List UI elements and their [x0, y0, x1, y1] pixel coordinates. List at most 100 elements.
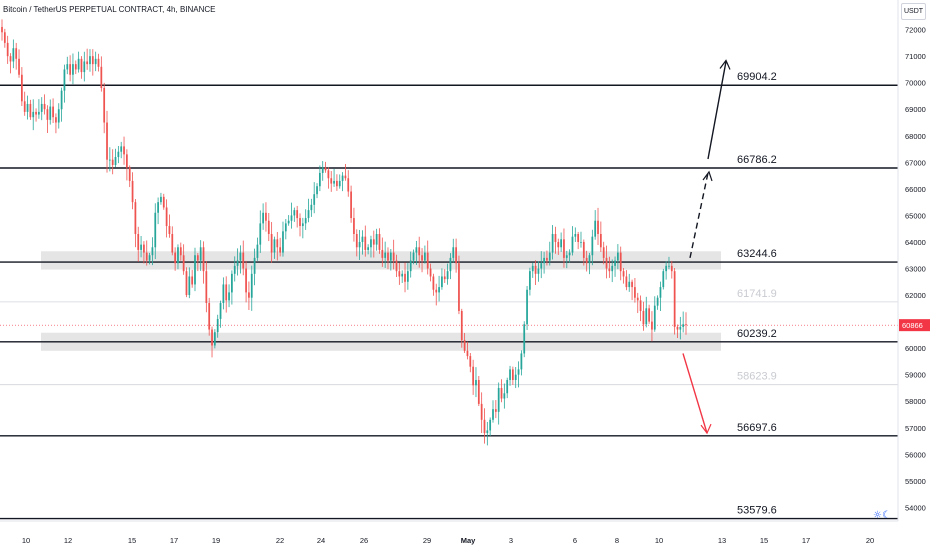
- y-tick-label: 66000: [905, 185, 926, 194]
- candle-body: [466, 350, 469, 357]
- candle-body: [231, 273, 233, 293]
- candle-body: [636, 297, 639, 301]
- candle-body: [546, 257, 548, 261]
- candle-body: [540, 263, 543, 269]
- candle-body: [313, 194, 316, 205]
- candle-body: [205, 271, 208, 304]
- candle-body: [421, 255, 423, 261]
- candle-body: [534, 265, 537, 274]
- candle-body: [80, 58, 83, 73]
- candle-body: [628, 281, 631, 288]
- x-tick-label: 13: [718, 536, 726, 545]
- candle-body: [531, 265, 534, 272]
- candle-body: [551, 234, 554, 253]
- candle-body: [29, 103, 32, 118]
- candle-body: [594, 220, 597, 237]
- candle-body: [526, 289, 528, 325]
- candle-body: [577, 234, 580, 242]
- candle-body: [117, 151, 120, 158]
- candle-body: [523, 324, 526, 354]
- moon-icon[interactable]: ☼☾: [873, 510, 891, 521]
- y-tick-label: 69000: [905, 105, 926, 114]
- candle-body: [353, 218, 355, 235]
- candle-body: [270, 234, 273, 253]
- candle-body: [143, 244, 145, 253]
- candle-body: [137, 234, 140, 250]
- candle-body: [568, 252, 571, 256]
- candle-body: [472, 366, 475, 386]
- candle-body: [497, 387, 500, 412]
- candle-body: [273, 239, 276, 253]
- candle-body: [480, 403, 483, 420]
- arrow-head-up: [719, 59, 731, 70]
- x-tick-label: 12: [64, 536, 72, 545]
- candle-body: [404, 273, 406, 282]
- candle-body: [307, 210, 310, 219]
- y-tick-label: 65000: [905, 211, 926, 220]
- candle-body: [401, 273, 404, 277]
- y-tick-label: 67000: [905, 158, 926, 167]
- x-tick-label: 3: [509, 536, 513, 545]
- candle-body: [446, 271, 449, 280]
- candles-layer: [1, 19, 687, 446]
- currency-button[interactable]: USDT: [901, 3, 926, 20]
- candle-body: [617, 252, 619, 261]
- x-tick-label: 22: [276, 536, 284, 545]
- candle-body: [145, 252, 148, 261]
- candle-body: [477, 379, 480, 404]
- candle-body: [656, 297, 659, 306]
- candle-body: [265, 212, 267, 221]
- candle-body: [392, 252, 395, 261]
- candle-body: [284, 223, 287, 232]
- candle-body: [233, 265, 236, 274]
- candle-body: [602, 247, 605, 258]
- candle-body: [216, 318, 219, 333]
- x-tick-label: 26: [360, 536, 368, 545]
- candle-body: [452, 247, 455, 258]
- candle-body: [211, 329, 213, 346]
- candle-body: [20, 74, 23, 102]
- solid-up-projection: [707, 61, 727, 160]
- candle-body: [406, 271, 409, 282]
- level-label: 69904.2: [737, 71, 777, 83]
- candle-body: [245, 268, 247, 293]
- candle-body: [330, 178, 333, 184]
- candle-body: [293, 210, 296, 216]
- candle-body: [259, 223, 262, 245]
- candle-body: [588, 255, 591, 264]
- candle-body: [46, 109, 49, 120]
- candle-body: [318, 172, 321, 187]
- candle-body: [219, 303, 222, 319]
- arrow-head-up-dashed: [702, 170, 713, 182]
- candle-body: [347, 178, 350, 192]
- y-tick-label: 54000: [905, 503, 926, 512]
- candle-body: [1, 26, 3, 33]
- candle-body: [429, 268, 432, 277]
- candle-body: [316, 186, 318, 195]
- x-tick-label: 19: [212, 536, 220, 545]
- candle-body: [177, 247, 179, 264]
- candle-body: [333, 180, 335, 184]
- candle-body: [344, 175, 347, 179]
- candle-body: [435, 289, 438, 293]
- candle-body: [355, 234, 358, 248]
- candle-body: [614, 260, 616, 266]
- candle-body: [194, 255, 196, 285]
- candle-body: [9, 56, 12, 62]
- y-tick-label: 58000: [905, 397, 926, 406]
- x-tick-label: 20: [866, 536, 874, 545]
- y-tick-label: 63000: [905, 265, 926, 274]
- y-tick-label: 71000: [905, 52, 926, 61]
- candle-body: [196, 255, 199, 261]
- level-label: 58623.9: [737, 371, 777, 383]
- candle-body: [631, 281, 633, 288]
- candle-body: [108, 159, 111, 161]
- candle-body: [299, 218, 301, 227]
- y-tick-label: 68000: [905, 132, 926, 141]
- projections-layer: [682, 59, 731, 435]
- candle-body: [282, 231, 284, 253]
- candle-body: [114, 157, 117, 165]
- candle-body: [449, 257, 452, 272]
- candle-body: [77, 58, 80, 70]
